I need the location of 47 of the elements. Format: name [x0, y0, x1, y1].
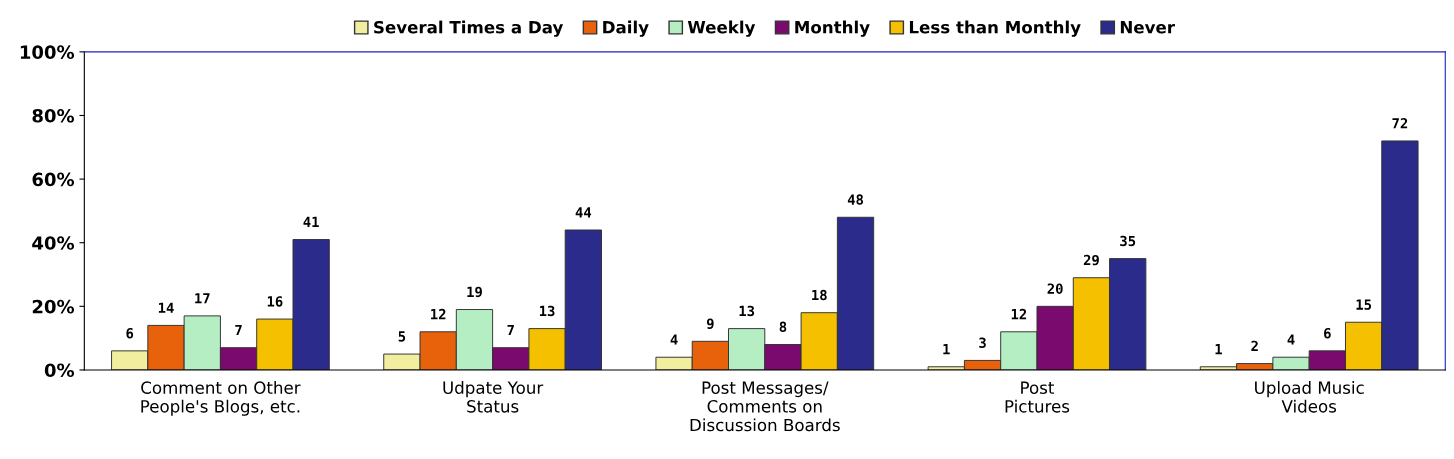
data-label: 13	[539, 305, 555, 317]
legend-label: Daily	[603, 20, 649, 37]
y-tick-label: 40%	[32, 236, 75, 250]
data-label: 5	[398, 331, 406, 342]
data-label: 29	[1083, 254, 1099, 266]
data-label: 16	[267, 296, 283, 307]
data-label: 35	[1120, 235, 1136, 247]
x-tick-label: Upload Music Videos	[1255, 381, 1364, 413]
legend-label: Monthly	[795, 20, 870, 37]
data-label: 44	[575, 207, 592, 218]
y-tick-label: 100%	[20, 45, 75, 59]
legend-label: Several Times a Day	[374, 20, 564, 37]
data-label: 4	[670, 334, 678, 345]
y-tick-label: 0%	[44, 363, 75, 378]
legend-label: Less than Monthly	[909, 20, 1081, 37]
data-label: 9	[706, 318, 714, 329]
x-tick-label: Post Messages/ Comments on Discussion Boards	[690, 381, 840, 432]
data-label: 14	[158, 302, 174, 313]
x-tick-label: Udpate Your Status	[443, 381, 544, 413]
y-tick-label: 80%	[32, 108, 75, 123]
data-label: 3	[979, 337, 986, 348]
data-label: 20	[1047, 283, 1063, 294]
data-label: 6	[1324, 327, 1331, 339]
x-tick-label: Post Pictures	[1005, 381, 1070, 413]
legend-label: Never	[1120, 21, 1175, 34]
data-label: 8	[779, 321, 787, 333]
y-tick-label: 60%	[32, 172, 75, 187]
data-label: 48	[847, 194, 864, 205]
data-label: 12	[431, 308, 446, 320]
data-label: 13	[739, 305, 755, 317]
data-label: 19	[467, 286, 482, 298]
data-label: 7	[235, 324, 242, 336]
data-label: 2	[1251, 340, 1258, 351]
data-label: 6	[126, 327, 134, 339]
data-label: 7	[507, 324, 514, 336]
data-label: 17	[195, 293, 210, 304]
data-label: 41	[303, 216, 319, 227]
y-tick-label: 20%	[32, 299, 75, 314]
data-label: 72	[1392, 118, 1408, 129]
data-label: 1	[943, 344, 950, 355]
data-label: 18	[812, 289, 827, 301]
data-label: 12	[1011, 308, 1027, 320]
x-tick-label: Comment on Other People's Blogs, etc.	[141, 381, 301, 416]
data-label: 1	[1215, 344, 1222, 355]
data-label: 4	[1287, 334, 1295, 345]
legend-label: Weekly	[687, 20, 756, 37]
data-label: 15	[1356, 299, 1372, 310]
